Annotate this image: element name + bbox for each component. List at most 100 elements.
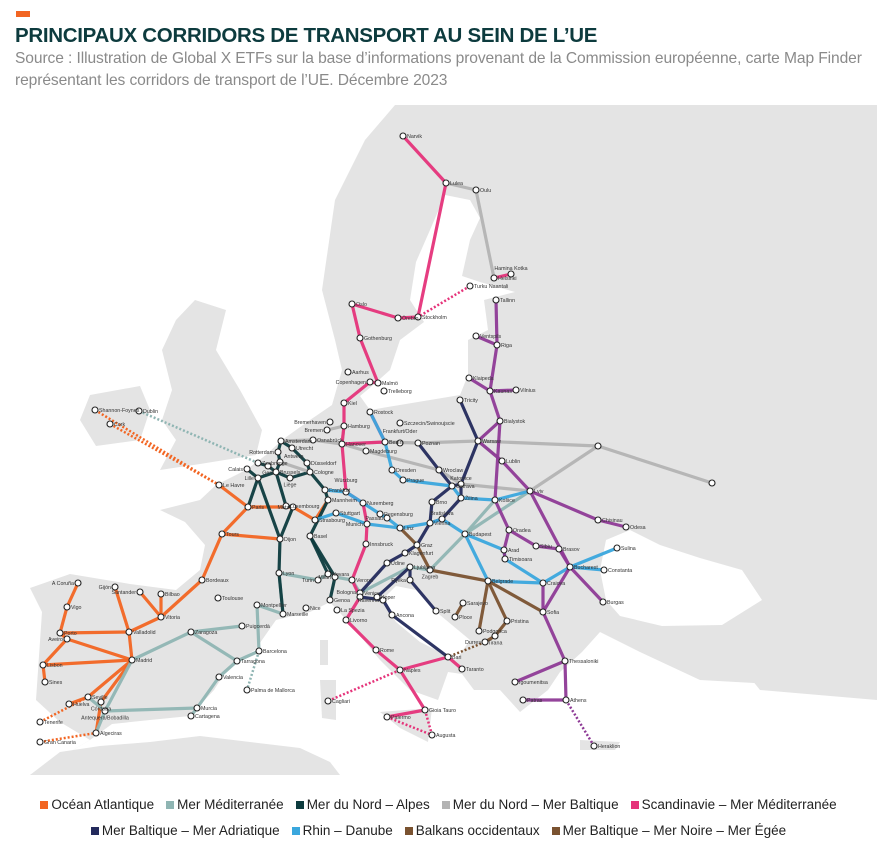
city-label: Szczecin/Swinoujscie: [404, 421, 455, 427]
city-marker-icon: [496, 417, 504, 425]
city-label: Bologna: [337, 590, 356, 596]
city-marker-icon: [486, 387, 494, 395]
city-label: Lille: [245, 476, 254, 482]
legend-label: Rhin – Danube: [302, 823, 393, 838]
city-marker-icon: [401, 549, 409, 557]
city-label: Dijon: [284, 537, 296, 543]
city-label: Palermo: [391, 715, 411, 721]
city-marker-icon: [432, 607, 440, 615]
legend-swatch: [404, 826, 413, 835]
legend-item: Balkans occidentaux: [404, 823, 540, 838]
legend-label: Mer Baltique – Mer Adriatique: [101, 823, 280, 838]
city-label: Liège: [284, 483, 297, 489]
land: [80, 386, 150, 446]
city-label: Sibiu: [540, 544, 552, 550]
city-marker-icon: [566, 563, 574, 571]
city-label: Budapest: [469, 532, 492, 538]
city-marker-icon: [326, 418, 334, 426]
city-label: Rijeka: [391, 578, 406, 584]
city-label: Copenhagen: [336, 380, 366, 386]
city-label: Barcelona: [263, 649, 287, 655]
city-label: Calais: [228, 467, 243, 473]
city-marker-icon: [406, 563, 414, 571]
city-marker-icon: [442, 179, 450, 187]
city-label: Lulea: [450, 181, 463, 187]
city-marker-icon: [128, 656, 136, 664]
city-label: Burgas: [607, 600, 624, 606]
city-marker-icon: [254, 474, 262, 482]
city-marker-icon: [366, 378, 374, 386]
city-marker-icon: [302, 604, 310, 612]
city-marker-icon: [388, 611, 396, 619]
city-marker-icon: [428, 731, 436, 739]
city-marker-icon: [388, 466, 396, 474]
city-label: Ancona: [396, 613, 414, 619]
city-label: Vitoria: [165, 615, 180, 621]
city-label: Milan: [318, 575, 331, 581]
city-label: Aarhus: [352, 370, 369, 376]
legend-label: Mer du Nord – Mer Baltique: [452, 797, 619, 812]
city-marker-icon: [493, 341, 501, 349]
city-label: Aveiro: [48, 637, 63, 643]
city-label: Klagenfurt: [409, 551, 434, 557]
city-marker-icon: [314, 576, 322, 584]
city-label: Valladolid: [133, 630, 156, 636]
legend-item: Rhin – Danube: [291, 823, 393, 838]
city-marker-icon: [362, 447, 370, 455]
legend-swatch: [441, 800, 450, 809]
corridor-route: [278, 460, 312, 474]
city-marker-icon: [426, 566, 434, 574]
city-marker-icon: [323, 426, 331, 434]
city-marker-icon: [342, 488, 350, 496]
city-marker-icon: [111, 583, 119, 591]
city-label: Warsaw: [482, 439, 501, 445]
city-label: Marseille: [287, 612, 308, 618]
city-label: Seville: [92, 695, 108, 701]
city-label: Magdeburg: [370, 449, 397, 455]
city-marker-icon: [498, 457, 506, 465]
city-marker-icon: [324, 697, 332, 705]
city-label: Podgorica: [483, 629, 507, 635]
city-marker-icon: [36, 738, 44, 746]
city-label: Hanover: [346, 442, 366, 448]
corridor-route: [483, 579, 509, 644]
city-label: A Coruña: [52, 581, 74, 587]
city-label: Osnabrück: [317, 438, 343, 444]
city-label: Pristina: [511, 619, 529, 625]
city-label: Bucharest: [574, 565, 598, 571]
corridor-sea-route: [447, 640, 486, 659]
city-label: Gent: [262, 471, 274, 477]
city-marker-icon: [484, 577, 492, 585]
corridor-route: [189, 624, 244, 634]
city-label: Trelleborg: [388, 389, 412, 395]
city-marker-icon: [394, 314, 402, 322]
city-label: Córdoba: [91, 707, 111, 713]
city-label: Gran Canaria: [44, 740, 76, 746]
city-label: Puigcerdà: [246, 624, 270, 630]
city-label: Cartagena: [195, 714, 220, 720]
corridor-8: [467, 298, 628, 747]
city-marker-icon: [332, 509, 340, 517]
city-marker-icon: [438, 515, 446, 523]
city-marker-icon: [492, 296, 500, 304]
city-marker-icon: [373, 593, 381, 601]
city-nodes: [36, 132, 716, 750]
city-marker-icon: [428, 498, 436, 506]
legend-swatch: [40, 800, 49, 809]
city-marker-icon: [622, 523, 630, 531]
city-marker-icon: [331, 573, 339, 581]
city-label: Ventspils: [480, 334, 502, 340]
city-label: Odesa: [630, 525, 646, 531]
legend-label: Mer Méditerranée: [177, 797, 284, 812]
city-marker-icon: [340, 422, 348, 430]
corridor-route: [65, 637, 134, 662]
city-marker-icon: [435, 466, 443, 474]
city-marker-icon: [288, 444, 296, 452]
city-marker-icon: [600, 566, 608, 574]
city-label: Žilina: [465, 494, 478, 502]
city-label: Shannon-Foynes: [99, 408, 140, 414]
city-marker-icon: [97, 698, 105, 706]
land: [160, 300, 262, 470]
city-marker-icon: [594, 442, 602, 450]
city-label: Katowice: [450, 476, 472, 482]
